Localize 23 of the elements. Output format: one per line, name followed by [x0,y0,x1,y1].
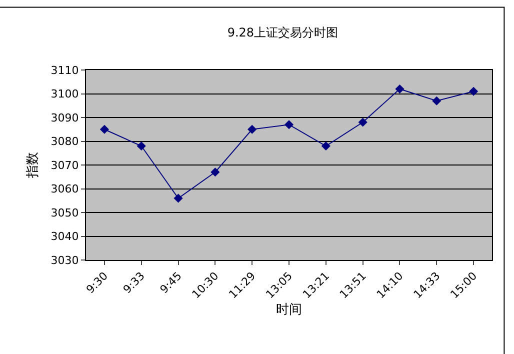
y-tick-label: 3110 [50,64,79,77]
point [248,124,257,134]
point [432,96,442,106]
point [321,141,330,151]
point [395,84,404,94]
point [358,118,368,127]
x-axis-title: 时间 [276,302,302,318]
y-tick-label: 3070 [50,158,79,172]
point [469,86,478,96]
y-tick-label: 3080 [50,135,79,148]
y-tick-label: 3050 [50,206,79,220]
point [136,141,146,151]
point [210,168,220,177]
y-tick-label: 3090 [50,111,79,124]
y-tick-label: 3040 [50,230,79,244]
point [284,120,294,130]
point [100,124,109,134]
chart-title: 9.28上证交易分时图 [227,26,338,40]
y-tick-label: 3100 [50,88,79,101]
y-tick-label: 3060 [50,182,79,196]
y-axis-title: 指数 [26,152,41,179]
y-tick-label: 3030 [50,254,79,267]
point [174,194,183,203]
